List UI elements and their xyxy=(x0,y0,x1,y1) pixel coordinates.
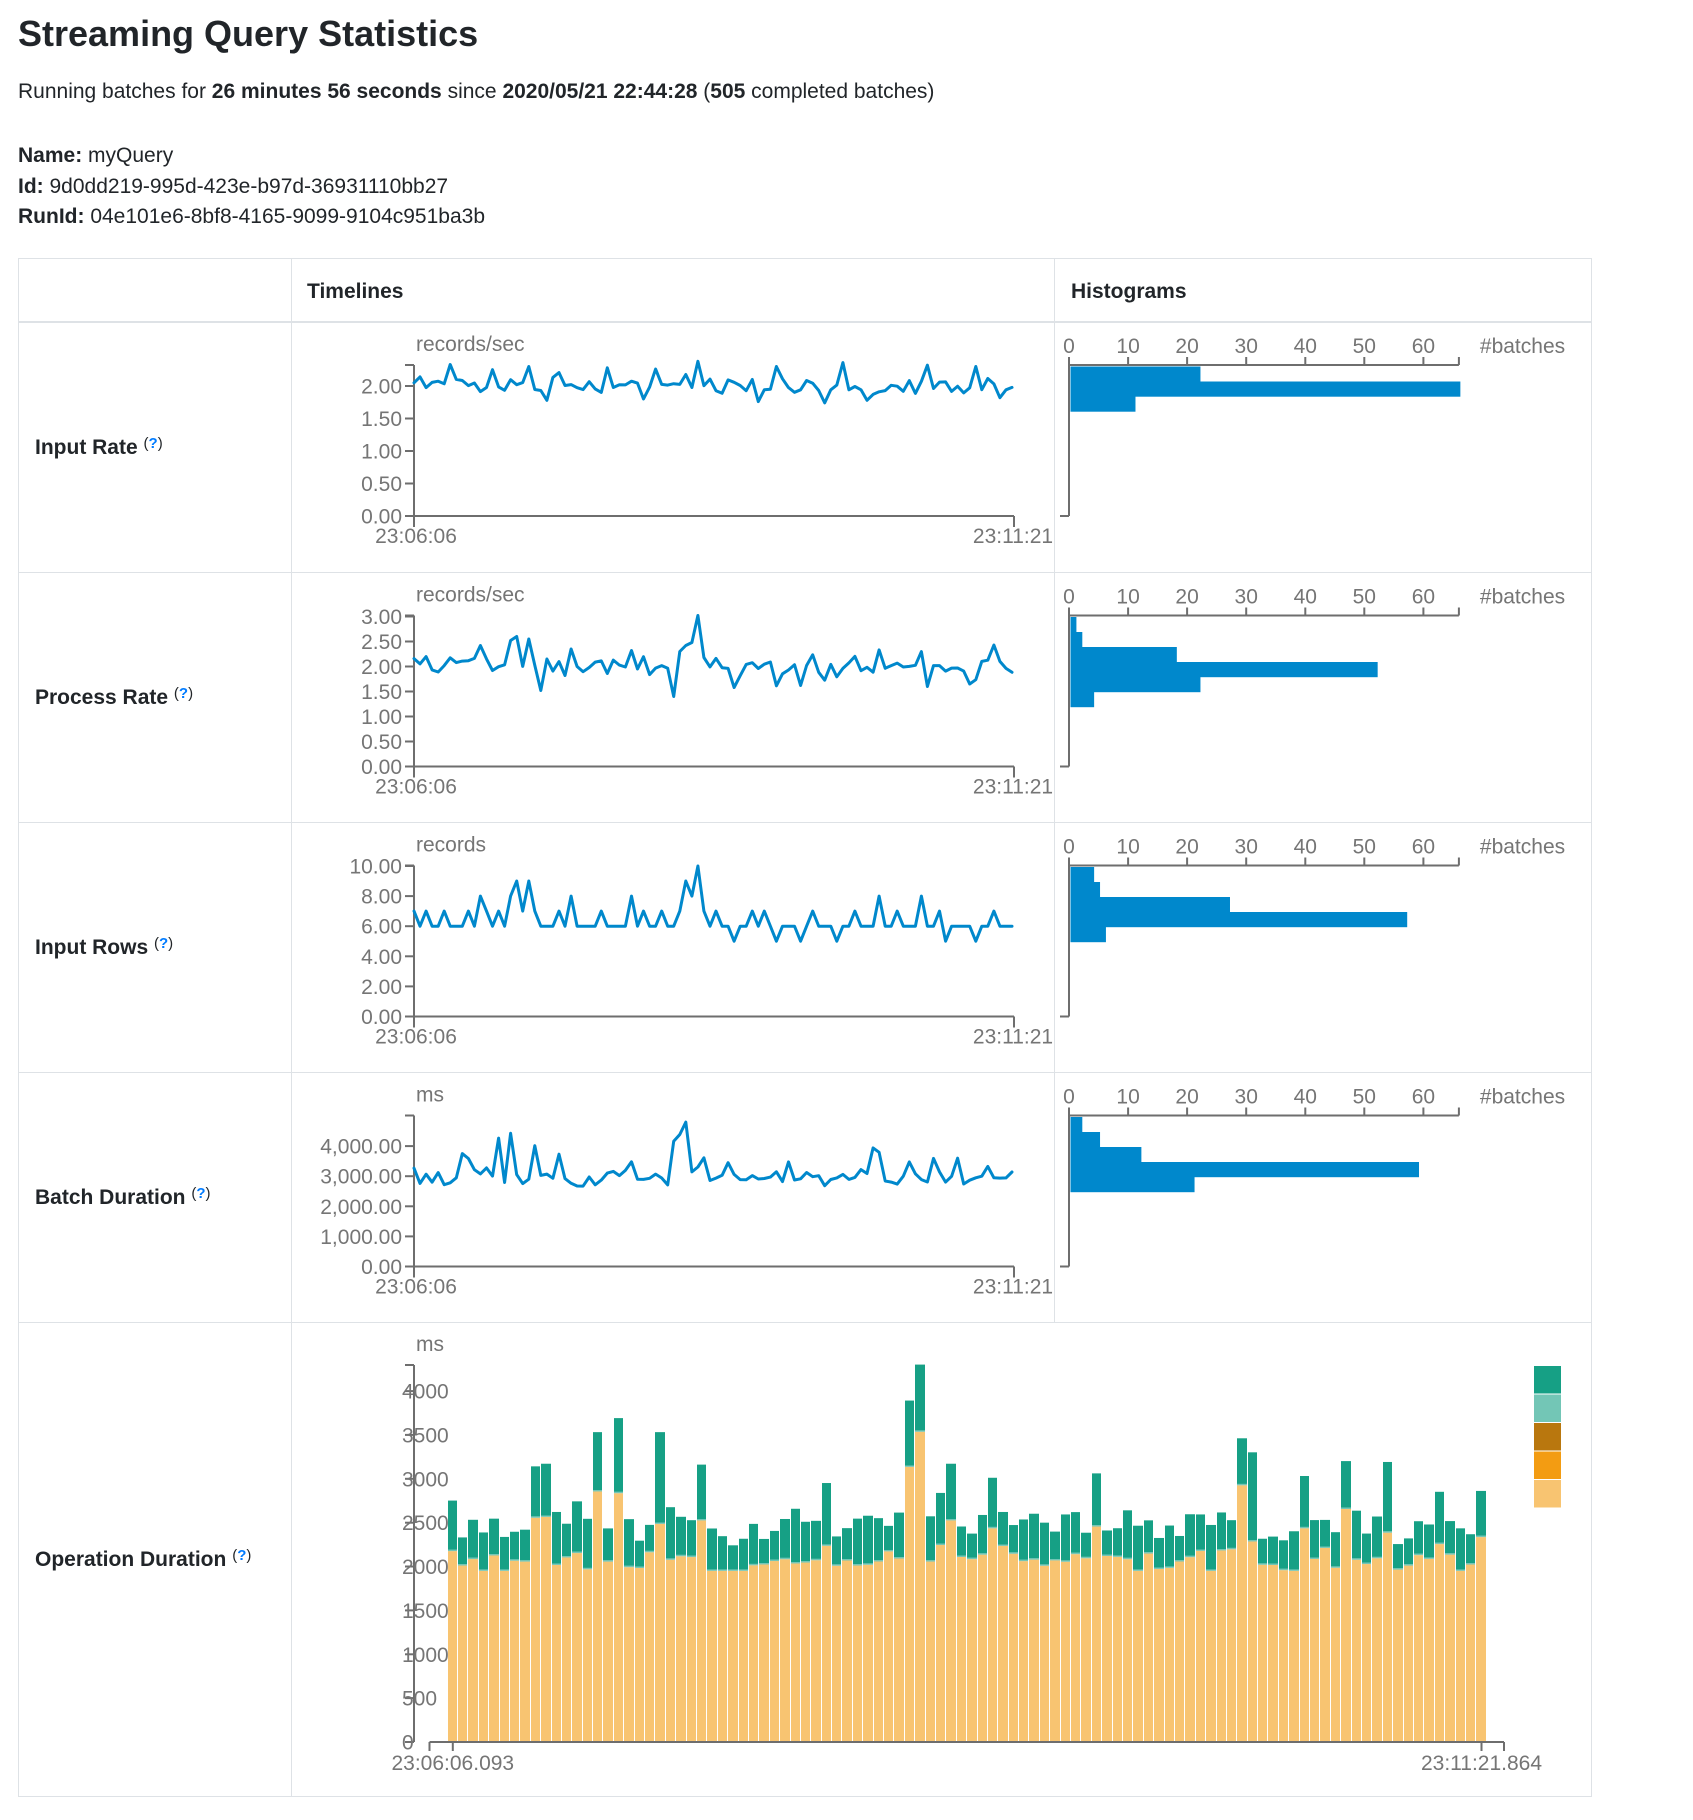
svg-text:40: 40 xyxy=(1294,335,1317,358)
svg-text:3000: 3000 xyxy=(402,1468,449,1491)
svg-text:1.50: 1.50 xyxy=(361,681,402,704)
svg-text:3500: 3500 xyxy=(402,1424,449,1447)
svg-text:10: 10 xyxy=(1116,1086,1139,1109)
svg-text:#batches: #batches xyxy=(1480,335,1565,358)
svg-text:2.00: 2.00 xyxy=(361,976,402,999)
svg-text:6.00: 6.00 xyxy=(361,916,402,939)
svg-text:20: 20 xyxy=(1175,836,1198,859)
svg-text:60: 60 xyxy=(1412,1086,1435,1109)
svg-text:records/sec: records/sec xyxy=(416,333,525,356)
svg-text:23:11:21: 23:11:21 xyxy=(973,776,1053,799)
svg-text:20: 20 xyxy=(1175,586,1198,609)
svg-text:ms: ms xyxy=(416,1333,444,1356)
svg-text:10: 10 xyxy=(1116,586,1139,609)
svg-text:40: 40 xyxy=(1294,586,1317,609)
svg-text:2000: 2000 xyxy=(402,1556,449,1579)
svg-text:60: 60 xyxy=(1412,586,1435,609)
svg-text:1,000.00: 1,000.00 xyxy=(320,1226,402,1249)
svg-text:23:11:21: 23:11:21 xyxy=(973,1276,1053,1299)
svg-text:2,000.00: 2,000.00 xyxy=(320,1196,402,1219)
svg-text:1500: 1500 xyxy=(402,1600,449,1623)
svg-text:records/sec: records/sec xyxy=(416,584,525,607)
svg-text:40: 40 xyxy=(1294,1086,1317,1109)
svg-text:23:06:06: 23:06:06 xyxy=(375,776,457,799)
svg-text:0: 0 xyxy=(1063,586,1075,609)
svg-text:50: 50 xyxy=(1353,586,1376,609)
svg-text:#batches: #batches xyxy=(1480,1086,1565,1109)
svg-text:23:06:06: 23:06:06 xyxy=(375,1276,457,1299)
svg-text:50: 50 xyxy=(1353,1086,1376,1109)
svg-text:10: 10 xyxy=(1116,335,1139,358)
svg-text:1.00: 1.00 xyxy=(361,441,402,464)
svg-text:2500: 2500 xyxy=(402,1512,449,1535)
svg-text:3.00: 3.00 xyxy=(361,606,402,629)
svg-text:30: 30 xyxy=(1235,586,1258,609)
svg-text:50: 50 xyxy=(1353,335,1376,358)
svg-text:23:11:21.864: 23:11:21.864 xyxy=(1421,1752,1542,1775)
svg-text:0: 0 xyxy=(402,1732,414,1755)
svg-text:40: 40 xyxy=(1294,836,1317,859)
svg-text:1.50: 1.50 xyxy=(361,408,402,431)
svg-text:23:06:06: 23:06:06 xyxy=(375,1026,457,1049)
svg-text:60: 60 xyxy=(1412,335,1435,358)
svg-text:0.00: 0.00 xyxy=(361,756,402,779)
svg-text:30: 30 xyxy=(1235,836,1258,859)
svg-text:4.00: 4.00 xyxy=(361,946,402,969)
svg-text:23:06:06.093: 23:06:06.093 xyxy=(391,1752,514,1775)
svg-text:60: 60 xyxy=(1412,836,1435,859)
svg-text:1000: 1000 xyxy=(402,1644,449,1667)
svg-text:50: 50 xyxy=(1353,836,1376,859)
svg-text:0.00: 0.00 xyxy=(361,506,402,529)
svg-text:0: 0 xyxy=(1063,1086,1075,1109)
svg-text:3,000.00: 3,000.00 xyxy=(320,1166,402,1189)
svg-text:ms: ms xyxy=(416,1084,444,1107)
svg-text:23:11:21: 23:11:21 xyxy=(973,525,1053,548)
svg-text:10: 10 xyxy=(1116,836,1139,859)
svg-text:4000: 4000 xyxy=(402,1381,449,1404)
svg-text:8.00: 8.00 xyxy=(361,886,402,909)
svg-text:2.00: 2.00 xyxy=(361,376,402,399)
svg-text:20: 20 xyxy=(1175,335,1198,358)
svg-text:23:06:06: 23:06:06 xyxy=(375,525,457,548)
svg-text:1.00: 1.00 xyxy=(361,706,402,729)
svg-text:#batches: #batches xyxy=(1480,586,1565,609)
svg-text:500: 500 xyxy=(402,1688,437,1711)
svg-text:30: 30 xyxy=(1235,335,1258,358)
svg-text:2.00: 2.00 xyxy=(361,656,402,679)
svg-text:0: 0 xyxy=(1063,335,1075,358)
svg-text:10.00: 10.00 xyxy=(349,856,402,879)
svg-text:0.00: 0.00 xyxy=(361,1006,402,1029)
svg-text:0.00: 0.00 xyxy=(361,1256,402,1279)
svg-text:0: 0 xyxy=(1063,836,1075,859)
svg-text:2.50: 2.50 xyxy=(361,631,402,654)
svg-text:0.50: 0.50 xyxy=(361,731,402,754)
svg-text:23:11:21: 23:11:21 xyxy=(973,1026,1053,1049)
svg-text:#batches: #batches xyxy=(1480,836,1565,859)
svg-text:20: 20 xyxy=(1175,1086,1198,1109)
svg-text:30: 30 xyxy=(1235,1086,1258,1109)
svg-text:records: records xyxy=(416,834,486,857)
svg-text:0.50: 0.50 xyxy=(361,473,402,496)
svg-text:4,000.00: 4,000.00 xyxy=(320,1136,402,1159)
